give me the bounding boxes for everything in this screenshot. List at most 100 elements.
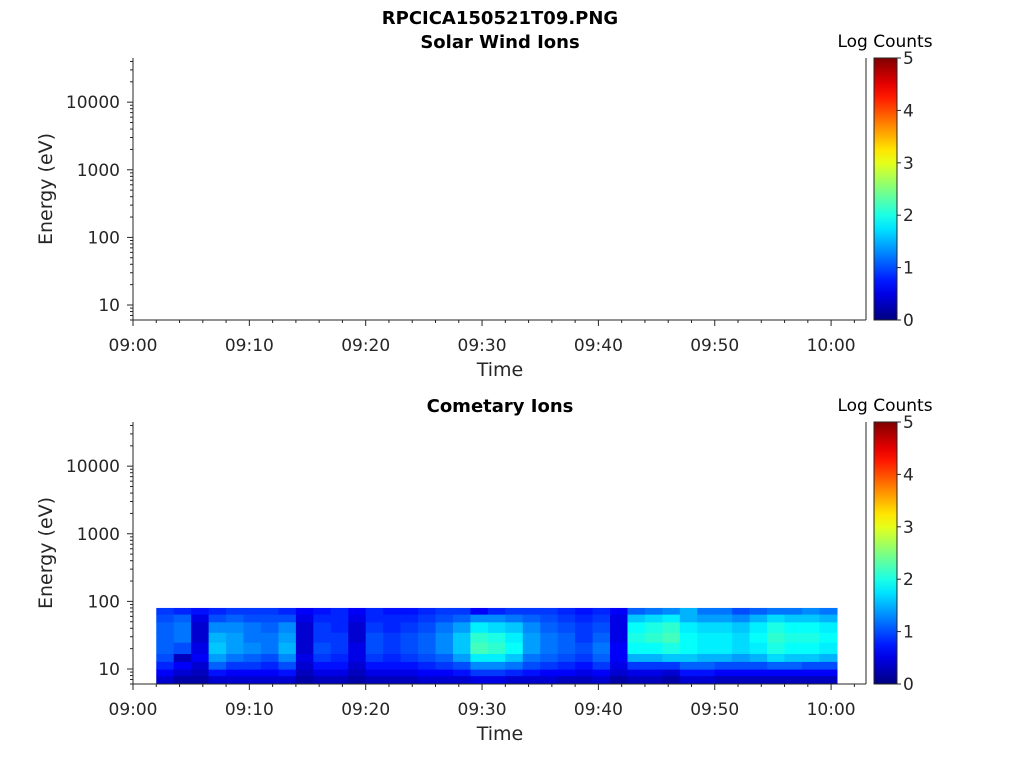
heatmap-cell: [400, 614, 419, 623]
y-tick-label: 1000: [77, 161, 120, 181]
heatmap-cell: [784, 669, 803, 677]
heatmap-cell: [487, 661, 506, 670]
heatmap-cell: [435, 675, 454, 684]
heatmap-cell: [679, 632, 698, 643]
heatmap-cell: [644, 661, 663, 670]
heatmap-cell: [260, 675, 280, 684]
y-tick-label: 10000: [66, 93, 120, 113]
heatmap-cell: [156, 675, 175, 684]
heatmap-cell: [819, 661, 838, 670]
heatmap-cell: [487, 642, 506, 655]
heatmap-cell: [487, 675, 506, 684]
heatmap-cell: [610, 661, 629, 670]
heatmap-cell: [819, 675, 838, 684]
heatmap-cell: [662, 632, 681, 643]
heatmap-cell: [732, 621, 751, 633]
y-tick-label: 100: [88, 228, 120, 248]
heatmap-cell: [191, 661, 210, 670]
heatmap-cell: [365, 614, 384, 623]
heatmap-cell: [627, 621, 646, 633]
heatmap-cell: [226, 642, 245, 655]
heatmap-cell: [662, 669, 681, 677]
heatmap-cell: [802, 632, 821, 643]
heatmap-cell: [592, 661, 611, 670]
heatmap-cell: [313, 669, 332, 677]
colorbar-tick-label: 0: [903, 311, 914, 331]
heatmap-cell: [487, 632, 506, 643]
heatmap-cell: [173, 661, 192, 670]
heatmap-cell: [278, 614, 297, 623]
heatmap-cell: [784, 653, 803, 662]
heatmap-cell: [452, 632, 472, 643]
heatmap-cell: [173, 642, 192, 655]
heatmap-cell: [767, 653, 786, 662]
heatmap-cell: [802, 653, 821, 662]
heatmap-cell: [243, 675, 262, 684]
heatmap-cell: [522, 632, 541, 643]
heatmap-cell: [260, 669, 280, 677]
heatmap-cell: [610, 642, 629, 655]
heatmap-cell: [819, 621, 838, 633]
heatmap-cell: [452, 669, 472, 677]
heatmap-cell: [487, 669, 506, 677]
heatmap-cell: [452, 614, 472, 623]
heatmap-cell: [260, 607, 280, 615]
heatmap-cell: [714, 642, 733, 655]
heatmap-cell: [348, 614, 367, 623]
heatmap-cell: [383, 675, 402, 684]
heatmap-cell: [260, 661, 280, 670]
heatmap-cell: [697, 632, 716, 643]
figure-title: RPCICA150521T09.PNG: [382, 8, 618, 29]
heatmap-cell: [383, 669, 402, 677]
heatmap-cell: [435, 642, 454, 655]
heatmap-cell: [732, 653, 751, 662]
x-tick-label: 09:00: [109, 336, 158, 356]
colorbar-label: Log Counts: [837, 32, 932, 52]
y-tick-label: 100: [88, 592, 120, 612]
heatmap-cell: [784, 661, 803, 670]
heatmap-cell: [679, 653, 698, 662]
heatmap-cell: [767, 661, 786, 670]
heatmap-cell: [505, 607, 524, 615]
heatmap-cell: [156, 642, 175, 655]
heatmap-cell: [749, 675, 768, 684]
heatmap-cell: [400, 632, 419, 643]
heatmap-cell: [819, 614, 838, 623]
heatmap-cell: [679, 675, 698, 684]
heatmap-cell: [802, 621, 821, 633]
heatmap-cell: [452, 675, 472, 684]
heatmap-cell: [679, 661, 698, 670]
x-tick-label: 10:00: [807, 700, 856, 720]
heatmap-cell: [452, 607, 472, 615]
y-tick-label: 1000: [77, 525, 120, 545]
heatmap-cell: [418, 614, 437, 623]
heatmap-cell: [226, 661, 245, 670]
heatmap-cell: [557, 642, 576, 655]
heatmap-cell: [557, 675, 576, 684]
heatmap-cell: [732, 632, 751, 643]
heatmap-cell: [330, 675, 349, 684]
heatmap-cell: [243, 607, 262, 615]
heatmap-cell: [732, 642, 751, 655]
x-tick-label: 09:30: [458, 336, 507, 356]
heatmap-cell: [313, 621, 332, 633]
heatmap-cell: [470, 614, 489, 623]
heatmap-cell: [522, 669, 541, 677]
heatmap-cell: [173, 669, 192, 677]
heatmap-cell: [278, 661, 297, 670]
heatmap-cell: [732, 661, 751, 670]
heatmap-cell: [156, 614, 175, 623]
heatmap-cell: [470, 661, 489, 670]
heatmap-cell: [383, 614, 402, 623]
heatmap-cell: [697, 621, 716, 633]
heatmap-cell: [313, 614, 332, 623]
heatmap-cell: [156, 621, 175, 633]
heatmap-cell: [662, 661, 681, 670]
x-tick-label: 09:40: [574, 336, 623, 356]
heatmap-cell: [365, 642, 384, 655]
heatmap-cell: [575, 642, 594, 655]
heatmap-cell: [644, 653, 663, 662]
x-tick-label: 09:10: [225, 700, 274, 720]
heatmap-cell: [400, 642, 419, 655]
y-tick-label: 10: [98, 296, 120, 316]
